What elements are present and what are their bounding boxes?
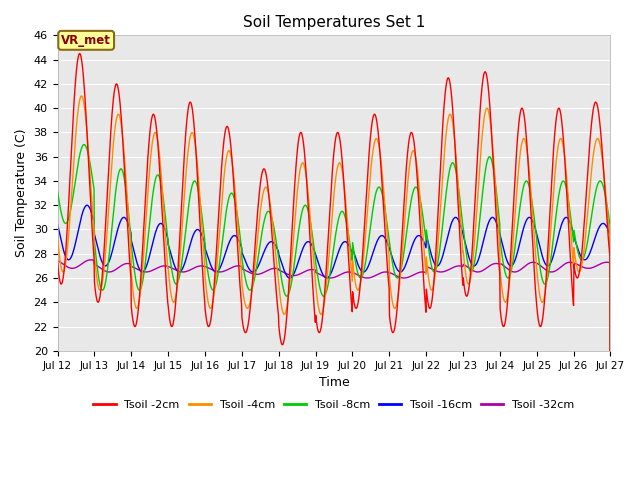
Y-axis label: Soil Temperature (C): Soil Temperature (C) (15, 129, 28, 257)
Text: VR_met: VR_met (61, 34, 111, 47)
Legend: Tsoil -2cm, Tsoil -4cm, Tsoil -8cm, Tsoil -16cm, Tsoil -32cm: Tsoil -2cm, Tsoil -4cm, Tsoil -8cm, Tsoi… (89, 396, 579, 415)
X-axis label: Time: Time (319, 376, 349, 389)
Title: Soil Temperatures Set 1: Soil Temperatures Set 1 (243, 15, 425, 30)
